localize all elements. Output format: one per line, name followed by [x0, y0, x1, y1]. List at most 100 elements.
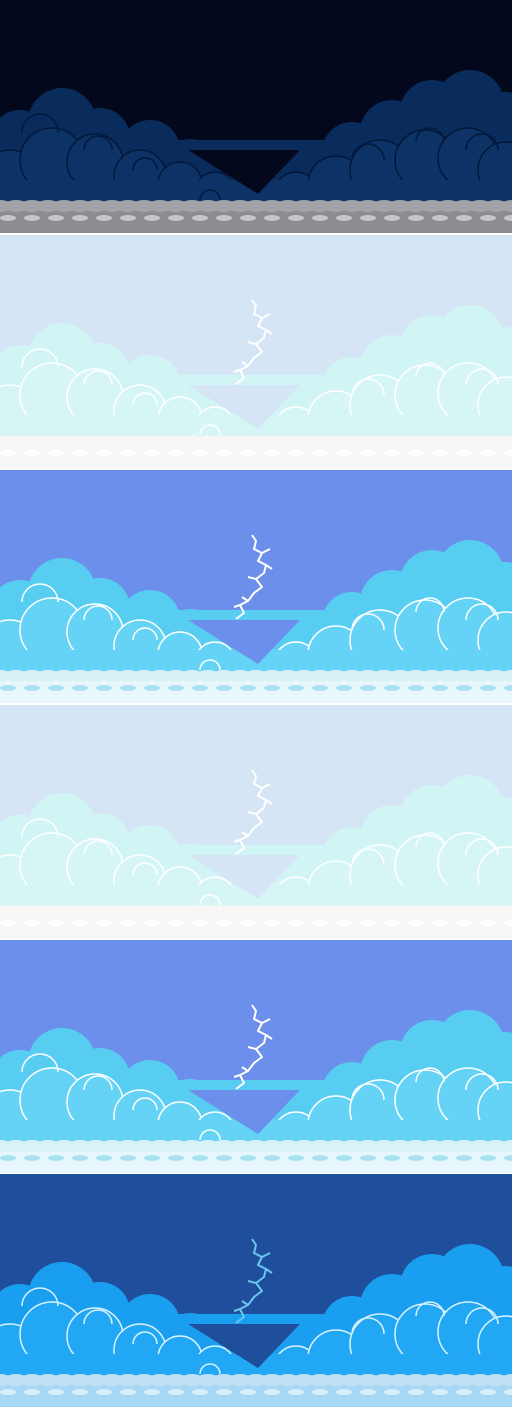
- ground-strip: [0, 905, 512, 938]
- flash-pale-2-scene: [0, 705, 512, 938]
- ground-texture: [240, 215, 256, 221]
- ground-texture: [384, 1155, 400, 1161]
- lightning-branch: [247, 1280, 257, 1284]
- cloud-rim-lines: [21, 1053, 499, 1141]
- ground-texture: [240, 685, 256, 691]
- cloud-rim-arc: [199, 1363, 221, 1375]
- cloud-rim-arc: [21, 583, 59, 603]
- lightning-branch: [265, 799, 273, 805]
- ground-texture: [72, 920, 88, 926]
- ground-texture: [264, 215, 280, 221]
- ground-texture: [72, 215, 88, 221]
- ground-texture: [120, 685, 136, 691]
- cloud-rim-arc: [351, 848, 385, 866]
- ground-texture: [240, 1389, 256, 1395]
- lightning-branch: [241, 596, 249, 602]
- cloud-rim-arc: [465, 1073, 499, 1091]
- cloud-rim-arc: [199, 424, 221, 436]
- lightning-bolt: [233, 769, 273, 855]
- ground-texture: [24, 450, 40, 456]
- ground-texture: [216, 685, 232, 691]
- ground-texture: [264, 1389, 280, 1395]
- lightning-branch: [241, 1066, 249, 1072]
- ground-texture: [432, 920, 448, 926]
- cloud-rim-arc: [83, 605, 113, 621]
- ground-texture: [432, 1389, 448, 1395]
- lightning-main: [235, 299, 267, 385]
- ground-texture: [336, 450, 352, 456]
- cloud-rim-lines: [21, 113, 499, 201]
- ground-texture: [72, 1155, 88, 1161]
- ground-texture: [48, 685, 64, 691]
- cloud-rim-arc: [83, 840, 113, 856]
- cloud-rim-arc: [199, 659, 221, 671]
- ground-texture: [144, 685, 160, 691]
- ground-texture: [168, 450, 184, 456]
- ground-texture: [312, 685, 328, 691]
- lightning-branch: [261, 313, 271, 319]
- ground-texture: [144, 1155, 160, 1161]
- ground-texture: [432, 450, 448, 456]
- ground-texture: [360, 1389, 376, 1395]
- ground-texture: [408, 215, 424, 221]
- ground-texture: [408, 1155, 424, 1161]
- storm-night-scene: [0, 0, 512, 233]
- ground-texture: [216, 215, 232, 221]
- lightning-branch: [265, 1268, 273, 1274]
- ground-texture: [48, 450, 64, 456]
- ground-texture: [72, 450, 88, 456]
- ground-texture: [192, 215, 208, 221]
- lightning-branch: [261, 1018, 271, 1024]
- sky-valley: [188, 855, 300, 899]
- ground-texture: [408, 685, 424, 691]
- cloud-rim-lines: [21, 1287, 499, 1375]
- ground-texture: [0, 920, 16, 926]
- cloud-rim-arc: [83, 135, 113, 151]
- ground-texture: [456, 450, 472, 456]
- lightning-branch: [233, 604, 241, 608]
- ground-texture: [480, 1389, 496, 1395]
- ground-texture: [504, 450, 512, 456]
- panel-flash-pale: [0, 235, 512, 468]
- ground-texture: [264, 920, 280, 926]
- cloud-rim-arc: [132, 157, 158, 171]
- ground-texture: [168, 1155, 184, 1161]
- lightning-branch: [233, 1308, 241, 1312]
- lightning-branch: [261, 783, 271, 789]
- ground-texture: [120, 1389, 136, 1395]
- sky-valley: [188, 150, 300, 194]
- ground-texture: [192, 1155, 208, 1161]
- ground-texture: [96, 215, 112, 221]
- cloud-rim-arc: [83, 1075, 113, 1091]
- ground-texture: [168, 215, 184, 221]
- ground-texture: [288, 215, 304, 221]
- cloud-rim-arc: [199, 894, 221, 906]
- cloud-rim-arc: [415, 127, 445, 143]
- ground-texture: [312, 215, 328, 221]
- ground-bump: [500, 905, 512, 917]
- ground-texture: [480, 215, 496, 221]
- sky-valley: [188, 1090, 300, 1134]
- lightning-branch: [247, 341, 257, 345]
- panel-flash-pale-2: [0, 705, 512, 938]
- ground-texture: [192, 685, 208, 691]
- ground-texture: [504, 685, 512, 691]
- sky-valley: [188, 385, 300, 429]
- ground-texture: [24, 685, 40, 691]
- ground-texture: [192, 450, 208, 456]
- flash-pale-scene: [0, 235, 512, 468]
- cloud-rim-arc: [465, 1307, 499, 1325]
- lightning-branch: [241, 361, 249, 367]
- ground-texture: [24, 1155, 40, 1161]
- panel-day-blue: [0, 470, 512, 703]
- ground-texture: [240, 1155, 256, 1161]
- ground-texture: [48, 1389, 64, 1395]
- ground-texture: [336, 1155, 352, 1161]
- ground-texture: [384, 1389, 400, 1395]
- panel-deep-blue: [0, 1174, 512, 1407]
- ground-texture: [336, 685, 352, 691]
- cloud-rim-arc: [351, 378, 385, 396]
- cloud-rim-arc: [21, 1287, 59, 1307]
- cloud-rim-arc: [83, 370, 113, 386]
- cloud-rim-arc: [415, 1301, 445, 1317]
